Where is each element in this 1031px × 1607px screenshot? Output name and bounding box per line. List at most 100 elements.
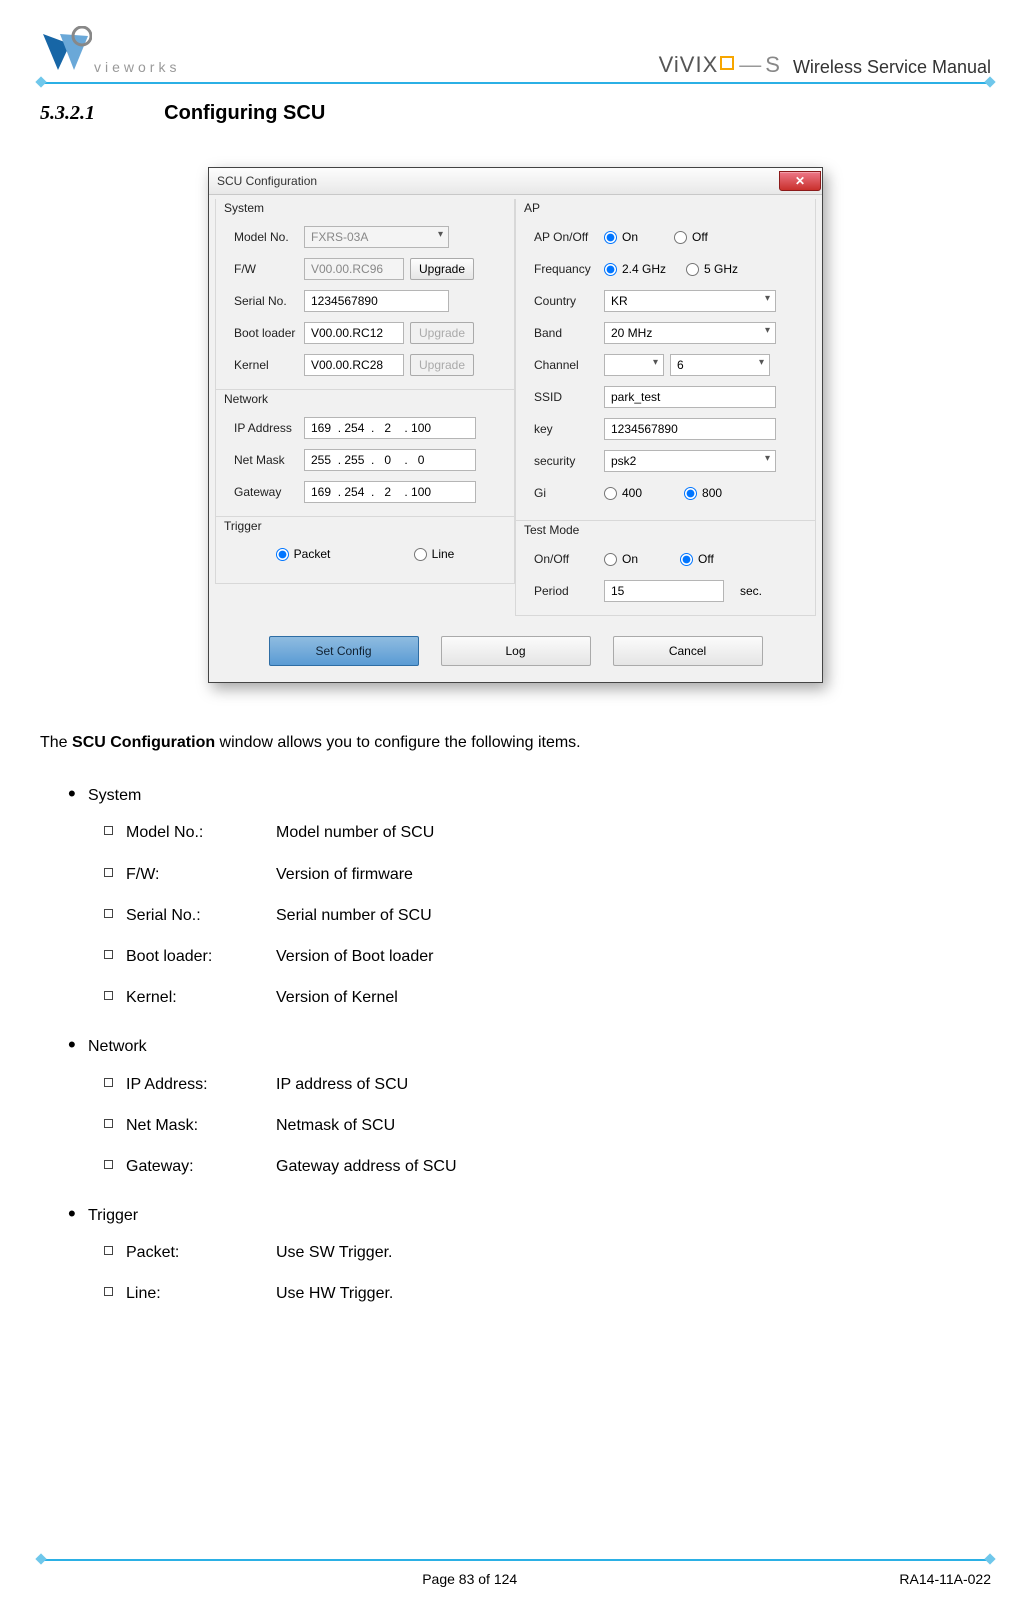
term: Serial No.: bbox=[126, 902, 276, 929]
group-testmode-title: Test Mode bbox=[522, 523, 581, 537]
dialog-title: SCU Configuration bbox=[217, 174, 317, 188]
ap-off-option[interactable]: Off bbox=[674, 230, 708, 244]
cancel-button[interactable]: Cancel bbox=[613, 636, 763, 666]
kernel-input[interactable] bbox=[304, 354, 404, 376]
ssid-input[interactable] bbox=[604, 386, 776, 408]
desc: Gateway address of SCU bbox=[276, 1153, 457, 1180]
trigger-line-radio[interactable] bbox=[414, 548, 427, 561]
body-text: The SCU Configuration window allows you … bbox=[40, 729, 991, 1308]
desc: Netmask of SCU bbox=[276, 1112, 395, 1139]
model-no-select[interactable] bbox=[304, 226, 449, 248]
product-logo: ViVIX — S bbox=[659, 52, 781, 78]
ap-off-label: Off bbox=[692, 230, 708, 244]
key-input[interactable] bbox=[604, 418, 776, 440]
term: Net Mask: bbox=[126, 1112, 276, 1139]
gateway-input[interactable] bbox=[304, 481, 476, 503]
group-system-title: System bbox=[222, 201, 266, 215]
gi-400-label: 400 bbox=[622, 486, 642, 500]
group-ap-title: AP bbox=[522, 201, 542, 215]
close-button[interactable]: ✕ bbox=[779, 171, 821, 191]
bootloader-upgrade-button[interactable]: Upgrade bbox=[410, 322, 474, 344]
product-text-2: S bbox=[765, 52, 781, 78]
gi-400-radio[interactable] bbox=[604, 487, 617, 500]
tm-off-radio[interactable] bbox=[680, 553, 693, 566]
tm-on-option[interactable]: On bbox=[604, 552, 638, 566]
freq-label: Frequancy bbox=[524, 262, 604, 276]
rule-diamond-right-icon bbox=[984, 1553, 995, 1564]
term: Gateway: bbox=[126, 1153, 276, 1180]
list-item: IP Address:IP address of SCU bbox=[100, 1071, 991, 1098]
fw-upgrade-button[interactable]: Upgrade bbox=[410, 258, 474, 280]
log-button[interactable]: Log bbox=[441, 636, 591, 666]
group-network: Network IP Address Net Mask Gateway bbox=[215, 390, 515, 517]
set-config-button[interactable]: Set Config bbox=[269, 636, 419, 666]
intro-prefix: The bbox=[40, 734, 72, 751]
security-select[interactable] bbox=[604, 450, 776, 472]
trigger-line-option[interactable]: Line bbox=[414, 547, 455, 561]
freq-5-option[interactable]: 5 GHz bbox=[686, 262, 738, 276]
list-item: Line:Use HW Trigger. bbox=[100, 1280, 991, 1307]
list-section-network: Network IP Address:IP address of SCU Net… bbox=[68, 1033, 991, 1180]
ap-onoff-label: AP On/Off bbox=[524, 230, 604, 244]
trigger-packet-option[interactable]: Packet bbox=[276, 547, 331, 561]
ap-on-option[interactable]: On bbox=[604, 230, 638, 244]
freq-24-label: 2.4 GHz bbox=[622, 262, 666, 276]
freq-5-label: 5 GHz bbox=[704, 262, 738, 276]
serial-input[interactable] bbox=[304, 290, 449, 312]
freq-24-option[interactable]: 2.4 GHz bbox=[604, 262, 666, 276]
tm-off-label: Off bbox=[698, 552, 714, 566]
gi-800-radio[interactable] bbox=[684, 487, 697, 500]
freq-24-radio[interactable] bbox=[604, 263, 617, 276]
fw-input[interactable] bbox=[304, 258, 404, 280]
company-logo: vieworks bbox=[40, 26, 180, 78]
ip-input[interactable] bbox=[304, 417, 476, 439]
section-title: Configuring SCU bbox=[164, 102, 325, 124]
list-item: Serial No.:Serial number of SCU bbox=[100, 902, 991, 929]
ap-on-label: On bbox=[622, 230, 638, 244]
section-number: 5.3.2.1 bbox=[40, 102, 160, 125]
kernel-upgrade-button[interactable]: Upgrade bbox=[410, 354, 474, 376]
list-section-system-head: System bbox=[88, 787, 141, 804]
country-select[interactable] bbox=[604, 290, 776, 312]
ap-off-radio[interactable] bbox=[674, 231, 687, 244]
footer-page-number: Page 83 of 124 bbox=[40, 1571, 899, 1587]
header-right: ViVIX — S Wireless Service Manual bbox=[659, 52, 991, 78]
system-sublist: Model No.:Model number of SCU F/W:Versio… bbox=[88, 819, 991, 1011]
tm-on-radio[interactable] bbox=[604, 553, 617, 566]
product-text-1: ViVIX bbox=[659, 52, 719, 78]
network-sublist: IP Address:IP address of SCU Net Mask:Ne… bbox=[88, 1071, 991, 1181]
bootloader-input[interactable] bbox=[304, 322, 404, 344]
desc: Model number of SCU bbox=[276, 819, 434, 846]
tm-onoff-label: On/Off bbox=[524, 552, 604, 566]
gi-800-option[interactable]: 800 bbox=[684, 486, 722, 500]
desc: Version of Kernel bbox=[276, 984, 398, 1011]
desc: Use HW Trigger. bbox=[276, 1280, 393, 1307]
trigger-line-label: Line bbox=[432, 547, 455, 561]
gi-800-label: 800 bbox=[702, 486, 722, 500]
trigger-packet-label: Packet bbox=[294, 547, 331, 561]
tm-off-option[interactable]: Off bbox=[680, 552, 714, 566]
gi-400-option[interactable]: 400 bbox=[604, 486, 642, 500]
section-heading: 5.3.2.1 Configuring SCU bbox=[40, 102, 991, 125]
fw-label: F/W bbox=[224, 262, 304, 276]
intro-suffix: window allows you to configure the follo… bbox=[215, 734, 581, 751]
ap-on-radio[interactable] bbox=[604, 231, 617, 244]
model-no-label: Model No. bbox=[224, 230, 304, 244]
term: Model No.: bbox=[126, 819, 276, 846]
dialog-button-row: Set Config Log Cancel bbox=[209, 622, 822, 682]
dialog-screenshot: SCU Configuration ✕ System Model No. F/W bbox=[40, 167, 991, 683]
freq-5-radio[interactable] bbox=[686, 263, 699, 276]
company-logo-mark bbox=[40, 26, 92, 78]
trigger-packet-radio[interactable] bbox=[276, 548, 289, 561]
band-select[interactable] bbox=[604, 322, 776, 344]
desc: Use SW Trigger. bbox=[276, 1239, 392, 1266]
list-item: Net Mask:Netmask of SCU bbox=[100, 1112, 991, 1139]
channel-select-2[interactable] bbox=[670, 354, 770, 376]
term: Boot loader: bbox=[126, 943, 276, 970]
footer-doc-id: RA14-11A-022 bbox=[899, 1571, 991, 1587]
close-icon: ✕ bbox=[795, 174, 805, 188]
intro-paragraph: The SCU Configuration window allows you … bbox=[40, 729, 991, 756]
period-input[interactable] bbox=[604, 580, 724, 602]
mask-input[interactable] bbox=[304, 449, 476, 471]
channel-select-1[interactable] bbox=[604, 354, 664, 376]
